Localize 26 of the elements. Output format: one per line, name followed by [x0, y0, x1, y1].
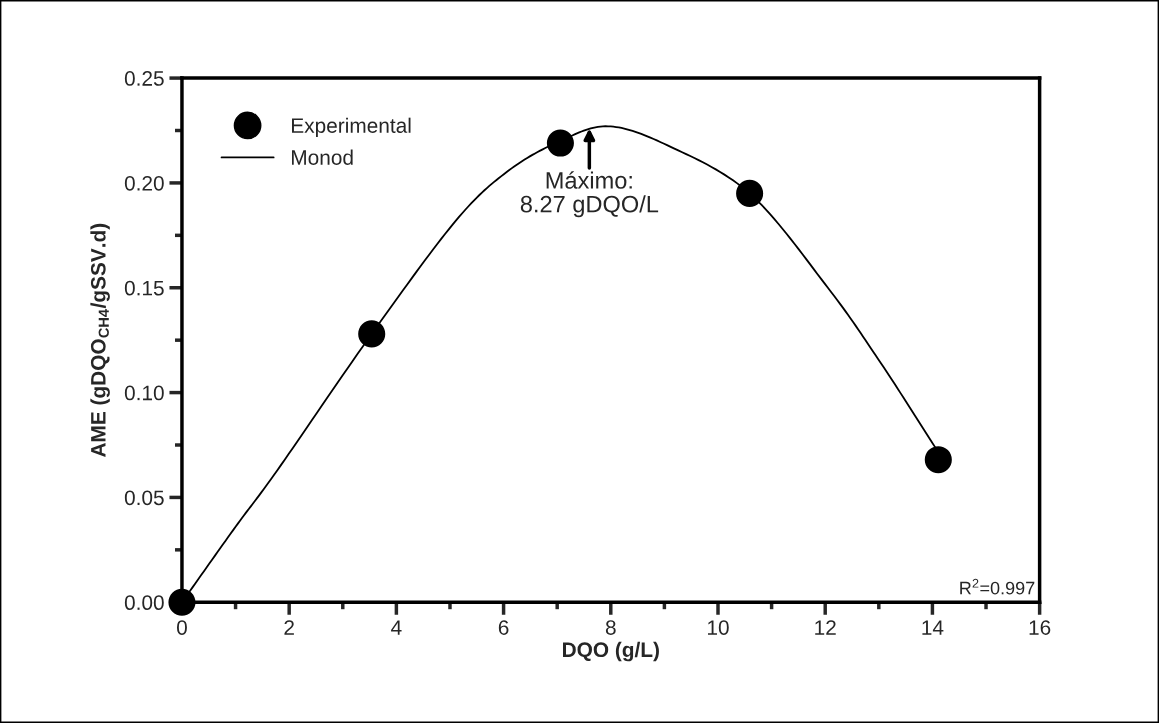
y-tick-label: 0.25 [124, 71, 164, 86]
x-axis-title: DQO (g/L) [563, 641, 659, 662]
x-tick-label: 14 [922, 620, 944, 635]
x-tick-label: 4 [391, 620, 402, 635]
point [168, 588, 196, 616]
legend-label: Monod [292, 149, 353, 165]
point [358, 320, 386, 348]
x-tick-label: 16 [1029, 620, 1051, 635]
y-axis-title: AME (gDQO$_{CH4}$/gSSV.d) [90, 223, 110, 458]
annotation: R$^{2}$=0.997 [960, 578, 1035, 595]
x-tick-label: 10 [708, 620, 729, 635]
x-tick-label: 12 [815, 620, 836, 635]
annotation: Máximo: 8.27 gDQO/L [520, 171, 659, 218]
point [546, 129, 574, 157]
point [736, 179, 764, 207]
y-tick-label: 0.20 [124, 175, 164, 191]
y-tick-label: 0.10 [124, 385, 164, 401]
y-tick-label: 0.00 [124, 595, 164, 611]
y-tick-label: 0.05 [124, 490, 164, 506]
y-tick-label: 0.15 [124, 280, 164, 296]
x-tick-label: 6 [498, 620, 509, 635]
x-tick-label: 0 [176, 620, 187, 635]
x-tick-label: 8 [605, 620, 616, 635]
legend-label: Experimental [292, 117, 411, 138]
point [924, 446, 952, 474]
x-tick-label: 2 [284, 620, 294, 635]
